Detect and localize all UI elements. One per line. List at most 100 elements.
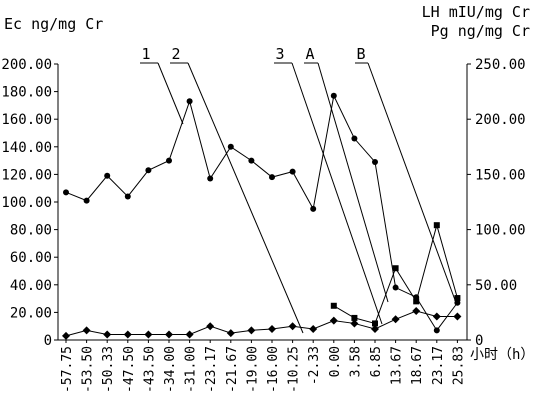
data-point-diamond xyxy=(453,312,462,321)
left-tick-label: 160.00 xyxy=(1,112,52,128)
data-point-dot xyxy=(392,284,399,291)
x-tick-label: -34.00 xyxy=(163,346,178,393)
data-point-diamond xyxy=(247,326,256,335)
x-tick-label: 6.85 xyxy=(369,346,384,377)
x-tick-label: -2.33 xyxy=(307,346,322,385)
data-point-dot xyxy=(454,299,461,306)
annotation-leader-line xyxy=(367,62,456,301)
data-point-dot xyxy=(186,98,193,105)
x-tick-label: -47.50 xyxy=(122,346,137,393)
left-tick-label: 100.00 xyxy=(1,195,52,211)
data-point-dot xyxy=(83,197,90,204)
annotation-label: 2 xyxy=(171,45,180,63)
right-tick-label: 0 xyxy=(475,333,483,349)
x-tick-label: -16.00 xyxy=(266,346,281,393)
right-tick-label: 200.00 xyxy=(475,112,526,128)
data-point-dot xyxy=(207,175,214,182)
data-point-dot xyxy=(124,193,131,200)
left-tick-label: 40.00 xyxy=(10,278,52,294)
x-unit-label: 小时（h） xyxy=(470,347,534,363)
data-point-diamond xyxy=(185,330,194,339)
x-tick-label: -57.75 xyxy=(60,346,75,393)
annotation-leader-line xyxy=(187,62,304,334)
x-tick-label: -50.33 xyxy=(101,346,116,393)
x-tick-label: 0.00 xyxy=(328,346,343,377)
data-point-diamond xyxy=(82,326,91,335)
data-point-dot xyxy=(166,157,172,164)
data-point-dot xyxy=(310,205,317,212)
x-tick-label: 13.67 xyxy=(390,346,405,385)
data-point-square xyxy=(413,298,420,305)
data-point-diamond xyxy=(371,324,379,333)
right-axis-label-pg: Pg ng/mg Cr xyxy=(430,22,530,40)
data-point-diamond xyxy=(309,324,318,333)
data-point-diamond xyxy=(329,316,338,325)
data-point-dot xyxy=(269,174,275,181)
x-tick-label: 18.67 xyxy=(410,346,425,385)
data-point-dot xyxy=(227,143,234,150)
data-point-square xyxy=(330,302,337,309)
data-point-diamond xyxy=(62,331,70,340)
x-tick-label: 25.83 xyxy=(451,346,466,385)
annotation-leader-line xyxy=(317,62,389,303)
right-tick-label: 150.00 xyxy=(475,167,526,183)
data-point-diamond xyxy=(350,319,359,328)
right-tick-label: 50.00 xyxy=(475,278,517,294)
data-point-dot xyxy=(104,172,111,179)
x-tick-label: -23.17 xyxy=(204,346,219,393)
data-point-dot xyxy=(351,135,358,142)
series-line-1 xyxy=(65,94,458,332)
x-tick-label: -21.67 xyxy=(225,346,240,393)
data-point-square xyxy=(372,320,378,327)
annotation-leader-line xyxy=(291,62,383,325)
data-point-dot xyxy=(63,189,69,196)
data-point-diamond xyxy=(103,330,112,339)
data-point-dot xyxy=(289,168,296,175)
data-point-square xyxy=(392,265,399,272)
data-point-diamond xyxy=(144,330,153,339)
x-tick-label: 23.17 xyxy=(431,346,446,385)
left-tick-label: 180.00 xyxy=(1,85,52,101)
right-tick-label: 250.00 xyxy=(475,57,526,73)
annotation-leader-line xyxy=(157,62,184,125)
data-point-square xyxy=(454,295,461,302)
data-point-diamond xyxy=(288,322,297,331)
x-tick-label: -31.00 xyxy=(184,346,199,393)
data-point-dot xyxy=(145,167,152,174)
series-line-3 xyxy=(333,223,458,325)
x-tick-label: -10.25 xyxy=(287,346,302,393)
data-point-diamond xyxy=(226,329,235,338)
left-tick-label: 0 xyxy=(44,333,52,349)
data-point-diamond xyxy=(432,312,441,321)
data-point-dot xyxy=(248,157,255,164)
data-point-diamond xyxy=(391,315,400,324)
x-tick-label: 3.58 xyxy=(348,346,363,377)
data-point-diamond xyxy=(206,322,215,331)
annotation-label: 3 xyxy=(275,45,284,63)
left-tick-label: 200.00 xyxy=(1,57,52,73)
annotation-label: B xyxy=(356,45,365,63)
annotation-label: A xyxy=(305,45,314,63)
annotation-label: 1 xyxy=(141,45,150,63)
left-tick-label: 60.00 xyxy=(10,250,52,266)
data-point-diamond xyxy=(412,307,421,316)
x-tick-label: -43.50 xyxy=(142,346,157,393)
data-point-dot xyxy=(330,92,337,99)
data-point-dot xyxy=(372,158,378,165)
data-point-square xyxy=(351,314,358,321)
series-line-2 xyxy=(65,310,458,337)
right-axis-label-lh: LH mIU/mg Cr xyxy=(421,3,530,21)
data-point-dot xyxy=(433,327,440,334)
x-tick-label: -53.50 xyxy=(81,346,96,393)
data-point-diamond xyxy=(268,324,276,333)
left-tick-label: 140.00 xyxy=(1,140,52,156)
left-axis-label: Ec ng/mg Cr xyxy=(4,15,104,33)
right-tick-label: 100.00 xyxy=(475,223,526,239)
data-point-diamond xyxy=(123,330,132,339)
left-tick-label: 20.00 xyxy=(10,305,52,321)
data-point-square xyxy=(433,222,440,229)
data-point-diamond xyxy=(165,330,173,339)
left-tick-label: 80.00 xyxy=(10,223,52,239)
left-tick-label: 120.00 xyxy=(1,167,52,183)
